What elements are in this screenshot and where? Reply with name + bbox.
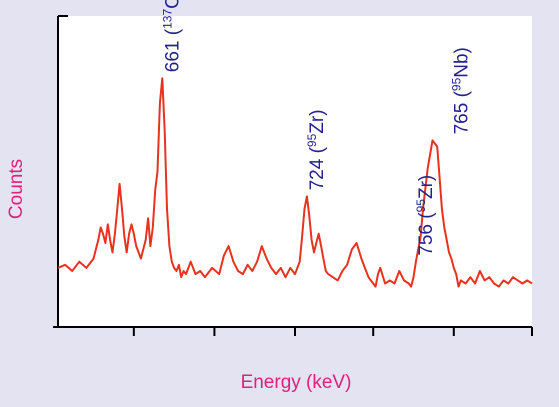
- plot-area: [58, 16, 532, 327]
- peak-label: 765 (95Nb): [449, 47, 472, 134]
- axes: [53, 15, 533, 336]
- peak-annotations: 661 (137Cs) 724 (95Zr) 756 (95Zr) 765 (95Nb…: [160, 0, 472, 256]
- peak-label: 724 (95Zr): [305, 109, 328, 190]
- peak-label: 661 (137Cs): [160, 0, 183, 72]
- peak-label: 756 (95Zr): [414, 175, 437, 256]
- x-axis-title: Energy (keV): [241, 372, 352, 393]
- y-axis-title: Counts: [6, 159, 27, 219]
- spectrum-line: [57, 77, 533, 288]
